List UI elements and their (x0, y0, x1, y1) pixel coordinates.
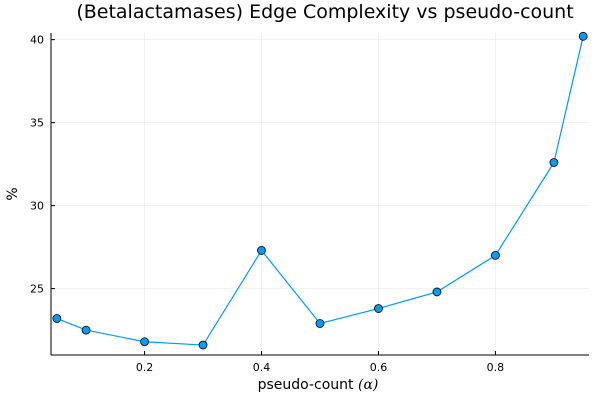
chart-title: (Betalactamases) Edge Complexity vs pseu… (76, 1, 573, 23)
x-tick-label: 0.4 (253, 361, 271, 374)
data-point (198, 340, 208, 350)
data-point (140, 337, 149, 347)
y-axis-label: % (5, 187, 21, 200)
x-axis-label-symbol: (α) (358, 377, 378, 393)
series-group (52, 31, 588, 350)
y-tick-label: 40 (30, 34, 44, 47)
data-point (315, 319, 325, 328)
data-point (491, 251, 500, 260)
data-point (374, 304, 383, 313)
series-line (56, 36, 584, 346)
x-axis-ticks: 0.2 0.4 0.6 0.8 (136, 351, 504, 374)
data-point (81, 325, 91, 335)
y-tick-label: 30 (30, 200, 44, 213)
x-tick-label: 0.6 (370, 361, 388, 374)
x-axis-label-text: pseudo-count (258, 377, 354, 393)
data-point (257, 246, 266, 255)
x-axis-label: pseudo-count (α) (258, 377, 379, 393)
y-tick-label: 25 (30, 283, 44, 296)
y-tick-label: 35 (30, 117, 44, 130)
x-gridlines (144, 33, 496, 355)
y-axis-ticks: 25 30 35 40 (30, 34, 55, 296)
y-gridlines (51, 39, 589, 289)
x-tick-label: 0.8 (487, 361, 505, 374)
data-point (432, 287, 442, 297)
data-point (52, 314, 62, 323)
data-point (578, 31, 588, 41)
data-point (549, 158, 559, 167)
x-tick-label: 0.2 (136, 361, 154, 374)
